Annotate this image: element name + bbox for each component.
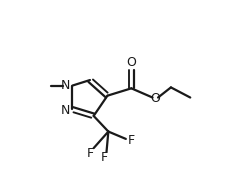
Text: F: F xyxy=(128,134,135,147)
Text: O: O xyxy=(150,92,160,105)
Text: N: N xyxy=(61,79,70,91)
Text: N: N xyxy=(61,104,70,116)
Text: F: F xyxy=(101,151,108,164)
Text: O: O xyxy=(126,56,136,69)
Text: F: F xyxy=(86,147,93,160)
